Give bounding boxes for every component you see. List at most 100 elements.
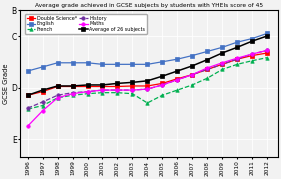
English [56,62,59,64]
History [235,58,239,60]
Title: Average grade achieved in GCSE subjects by students with YHEIs score of 45: Average grade achieved in GCSE subjects … [35,3,263,8]
Maths [221,62,224,64]
Maths [101,89,104,91]
Legend: Double Science*, English, French, History, Maths, Average of 26 subjects: Double Science*, English, French, Histor… [25,14,147,33]
English [131,63,134,65]
Line: French: French [26,56,269,111]
Double Science* [265,52,269,54]
Maths [71,93,74,95]
French [131,93,134,95]
Double Science* [26,94,30,96]
French [56,97,59,99]
Average of 26 subjects [221,52,224,54]
Maths [205,67,209,69]
Double Science* [41,91,44,93]
History [176,79,179,81]
Average of 26 subjects [235,46,239,48]
Double Science* [205,68,209,71]
French [221,68,224,71]
Average of 26 subjects [161,75,164,77]
French [250,60,254,62]
Double Science* [131,85,134,87]
Line: History: History [26,49,269,110]
Average of 26 subjects [116,82,119,84]
Maths [235,57,239,59]
History [265,49,269,52]
English [191,54,194,57]
Double Science* [86,85,89,88]
History [116,89,119,91]
Maths [56,97,59,99]
History [221,63,224,65]
Average of 26 subjects [205,59,209,61]
French [191,84,194,86]
History [41,101,44,103]
History [86,91,89,93]
History [101,89,104,91]
History [71,92,74,94]
History [205,68,209,71]
French [86,93,89,95]
French [161,94,164,96]
Average of 26 subjects [41,89,44,91]
Double Science* [250,54,254,57]
Line: Double Science*: Double Science* [26,51,269,97]
French [235,63,239,65]
History [191,74,194,76]
English [235,41,239,43]
Double Science* [161,82,164,84]
Double Science* [56,85,59,88]
French [205,77,209,79]
English [116,63,119,65]
French [41,105,44,107]
English [41,66,44,68]
Average of 26 subjects [265,35,269,37]
Maths [146,88,149,90]
French [26,108,30,110]
French [101,92,104,94]
French [116,92,119,94]
History [161,84,164,86]
Double Science* [146,85,149,87]
History [26,107,30,109]
History [131,89,134,91]
Maths [41,110,44,112]
English [101,63,104,65]
Average of 26 subjects [71,85,74,87]
Maths [161,84,164,86]
English [71,62,74,64]
English [221,46,224,48]
English [176,58,179,60]
Double Science* [176,78,179,80]
History [250,53,254,55]
Maths [176,79,179,81]
Average of 26 subjects [26,94,30,96]
English [265,32,269,35]
Double Science* [116,85,119,88]
Average of 26 subjects [101,84,104,86]
Double Science* [71,85,74,88]
Average of 26 subjects [131,81,134,83]
English [205,50,209,52]
Y-axis label: GCSE Grade: GCSE Grade [3,63,10,104]
Double Science* [101,85,104,88]
Average of 26 subjects [56,85,59,87]
Maths [26,125,30,127]
Average of 26 subjects [146,80,149,82]
English [86,62,89,64]
Maths [250,53,254,55]
Average of 26 subjects [86,84,89,86]
Line: Maths: Maths [26,49,269,128]
History [146,88,149,90]
Average of 26 subjects [191,65,194,67]
English [250,38,254,40]
English [161,61,164,63]
Maths [191,74,194,76]
Average of 26 subjects [250,40,254,42]
Maths [131,89,134,91]
Double Science* [221,63,224,65]
Average of 26 subjects [176,70,179,72]
Maths [86,91,89,93]
Line: Average of 26 subjects: Average of 26 subjects [26,34,269,97]
Maths [116,89,119,91]
